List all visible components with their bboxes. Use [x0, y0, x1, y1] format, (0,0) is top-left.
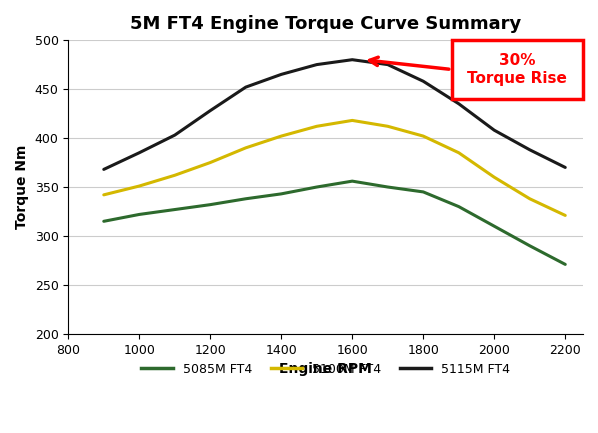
5100M FT4 [136, 184, 143, 189]
Y-axis label: Torque Nm: Torque Nm [15, 145, 29, 229]
5085M FT4 [171, 207, 178, 212]
Line: 5100M FT4: 5100M FT4 [104, 120, 565, 216]
5085M FT4 [562, 262, 569, 267]
5085M FT4 [420, 189, 427, 194]
5115M FT4 [455, 101, 462, 107]
5100M FT4 [313, 124, 321, 129]
5115M FT4 [420, 79, 427, 84]
5115M FT4 [136, 150, 143, 155]
5100M FT4 [526, 196, 533, 201]
5100M FT4 [562, 213, 569, 218]
5100M FT4 [455, 150, 462, 155]
5085M FT4 [100, 219, 108, 224]
5115M FT4 [349, 57, 356, 62]
5100M FT4 [384, 124, 391, 129]
5085M FT4 [384, 184, 391, 190]
Line: 5085M FT4: 5085M FT4 [104, 181, 565, 265]
5115M FT4 [313, 62, 321, 67]
5085M FT4 [491, 223, 498, 229]
5115M FT4 [207, 108, 214, 113]
5100M FT4 [349, 118, 356, 123]
5115M FT4 [562, 165, 569, 170]
5085M FT4 [526, 243, 533, 249]
5115M FT4 [171, 132, 178, 138]
5085M FT4 [207, 202, 214, 207]
FancyBboxPatch shape [451, 40, 583, 99]
5100M FT4 [100, 192, 108, 197]
5115M FT4 [242, 84, 249, 90]
5100M FT4 [207, 160, 214, 165]
5085M FT4 [313, 184, 321, 190]
5100M FT4 [171, 173, 178, 178]
Line: 5115M FT4: 5115M FT4 [104, 60, 565, 169]
5100M FT4 [277, 133, 285, 139]
5100M FT4 [491, 174, 498, 180]
5085M FT4 [242, 196, 249, 201]
5100M FT4 [242, 145, 249, 150]
5100M FT4 [420, 133, 427, 139]
5085M FT4 [136, 212, 143, 217]
5085M FT4 [349, 178, 356, 184]
5115M FT4 [100, 167, 108, 172]
Text: 30%
Torque Rise: 30% Torque Rise [468, 53, 568, 86]
5115M FT4 [526, 147, 533, 152]
Legend: 5085M FT4, 5100M FT4, 5115M FT4: 5085M FT4, 5100M FT4, 5115M FT4 [136, 358, 515, 381]
5115M FT4 [277, 72, 285, 77]
5085M FT4 [277, 191, 285, 197]
X-axis label: Engine RPM: Engine RPM [279, 362, 372, 376]
5085M FT4 [455, 204, 462, 209]
Title: 5M FT4 Engine Torque Curve Summary: 5M FT4 Engine Torque Curve Summary [130, 15, 521, 33]
5115M FT4 [384, 62, 391, 67]
5115M FT4 [491, 128, 498, 133]
